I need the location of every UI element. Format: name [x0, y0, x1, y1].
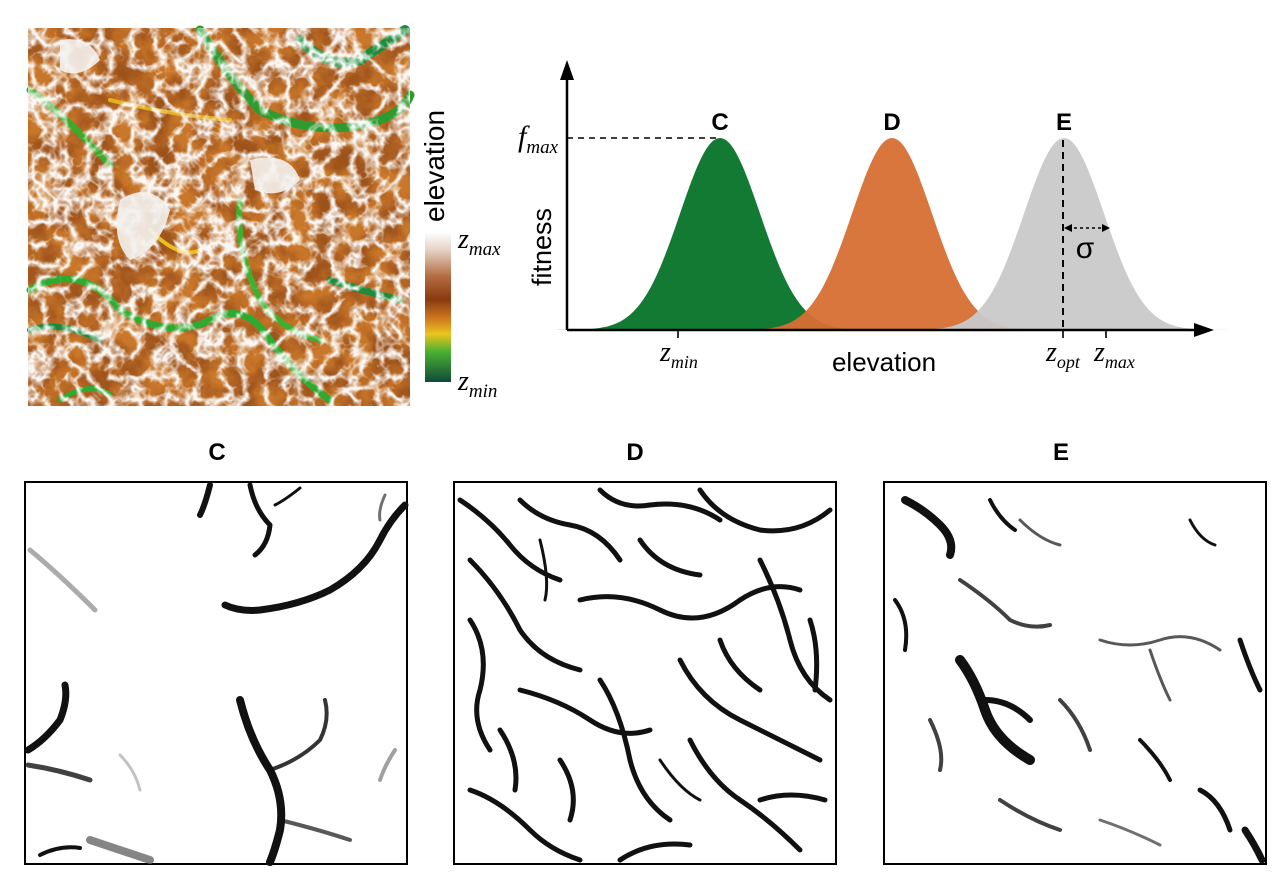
fitness-curves	[552, 138, 1232, 330]
x-axis-arrow	[1194, 323, 1214, 337]
fitness-curve-d	[724, 138, 1060, 330]
snow-patches	[60, 39, 300, 260]
sigma-label: σ	[1076, 232, 1095, 265]
x-axis-label: elevation	[832, 347, 936, 377]
map-frame-d	[453, 481, 837, 865]
colorbar-zmin-label: zmin	[457, 366, 497, 402]
fmax-label: fmax	[518, 120, 559, 158]
colorbar	[425, 232, 451, 382]
sigma-arrow-right-head	[1102, 224, 1110, 232]
fitness-plot: σ fmax fitness elevation zmin zopt zmax …	[518, 60, 1232, 377]
map-title-e: E	[1053, 439, 1069, 466]
y-axis-label: fitness	[527, 208, 557, 286]
zmin-label: zmin	[659, 337, 698, 372]
zopt-label: zopt	[1045, 337, 1081, 372]
map-pattern-e	[893, 496, 1266, 864]
map-title-d: D	[626, 439, 643, 466]
map-panel-c: C	[24, 439, 409, 866]
curve-label-c: C	[711, 109, 728, 136]
map-panel-e: E	[883, 439, 1267, 865]
fitness-curve-e	[896, 138, 1232, 330]
sigma-arrow-left-head	[1064, 224, 1072, 232]
colorbar-label: elevation	[419, 110, 450, 222]
map-frame-c	[24, 481, 408, 865]
curve-label-e: E	[1056, 109, 1072, 136]
map-title-c: C	[208, 439, 225, 466]
curve-label-d: D	[883, 109, 900, 136]
map-frame-e	[883, 481, 1267, 865]
zmax-axis-label: zmax	[1093, 337, 1135, 372]
elevation-map: elevation zmax zmin	[26, 25, 501, 406]
map-panel-d: D	[453, 439, 837, 865]
map-pattern-c	[24, 482, 409, 866]
map-pattern-d	[457, 487, 833, 863]
colorbar-zmax-label: zmax	[457, 224, 501, 260]
fitness-curve-c	[552, 138, 888, 330]
y-axis-arrow	[560, 60, 574, 80]
